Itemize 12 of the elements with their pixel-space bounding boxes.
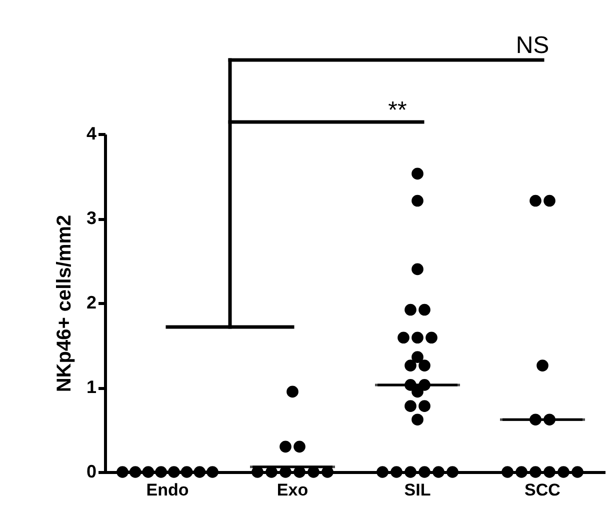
x-tick-label: SCC (524, 480, 560, 500)
text: ** (388, 97, 407, 124)
y-axis-title: NKp46+ cells/mm2 (53, 214, 76, 392)
y-tick-label: 0 (86, 462, 96, 482)
x-tick-label: Exo (276, 480, 308, 500)
y-tick-label: 3 (86, 208, 96, 228)
x-tick-label: Endo (146, 480, 189, 500)
y-tick-label: 1 (86, 377, 96, 397)
x-tick-label: SIL (404, 480, 431, 500)
y-tick-label: 4 (86, 124, 96, 144)
y-tick-label: 2 (86, 292, 96, 312)
text: NS (516, 32, 550, 59)
